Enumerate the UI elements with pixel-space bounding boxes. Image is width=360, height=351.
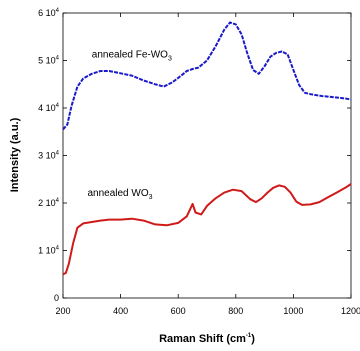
series-label-wo3: annealed WO3 bbox=[87, 188, 152, 201]
series-line-wo3 bbox=[62, 183, 352, 276]
x-tick-label: 200 bbox=[55, 306, 70, 316]
y-axis-ticks: 0 1 104 2 104 3 104 4 104 5 104 6 104 bbox=[38, 8, 351, 303]
series-line-fe-wo3 bbox=[62, 21, 352, 131]
series-layer bbox=[62, 21, 352, 276]
x-axis-label: Raman Shift (cm-1) bbox=[159, 333, 255, 345]
y-tick-label: 2 104 bbox=[38, 198, 60, 208]
x-tick-label: 400 bbox=[113, 306, 128, 316]
x-tick-label: 1200 bbox=[341, 306, 360, 316]
x-tick-label: 1000 bbox=[283, 306, 303, 316]
x-tick-label: 800 bbox=[228, 306, 243, 316]
series-label-fe-wo3: annealed Fe-WO3 bbox=[92, 50, 172, 63]
y-tick-label: 5 104 bbox=[38, 56, 60, 66]
y-tick-label: 1 104 bbox=[38, 246, 60, 256]
x-axis-ticks: 200 400 600 800 1000 1200 bbox=[55, 13, 360, 316]
y-axis-label: Intensity (a.u.) bbox=[9, 117, 21, 192]
x-tick-label: 600 bbox=[171, 306, 186, 316]
y-tick-label: 3 104 bbox=[38, 151, 60, 161]
y-tick-label: 0 bbox=[54, 293, 59, 303]
y-tick-label: 6 104 bbox=[38, 8, 60, 18]
y-tick-label: 4 104 bbox=[38, 103, 60, 113]
series-labels: annealed Fe-WO3 annealed WO3 bbox=[87, 50, 171, 201]
